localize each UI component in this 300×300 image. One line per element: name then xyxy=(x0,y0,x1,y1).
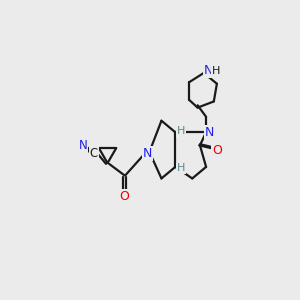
Text: N: N xyxy=(143,146,152,160)
Text: N: N xyxy=(205,126,214,139)
Text: H: H xyxy=(176,126,185,136)
Text: C: C xyxy=(89,147,98,160)
Text: N: N xyxy=(79,139,87,152)
Text: H: H xyxy=(176,164,185,173)
Text: O: O xyxy=(120,190,129,203)
Text: N: N xyxy=(204,64,213,77)
Text: H: H xyxy=(212,66,220,76)
Text: O: O xyxy=(212,144,222,157)
